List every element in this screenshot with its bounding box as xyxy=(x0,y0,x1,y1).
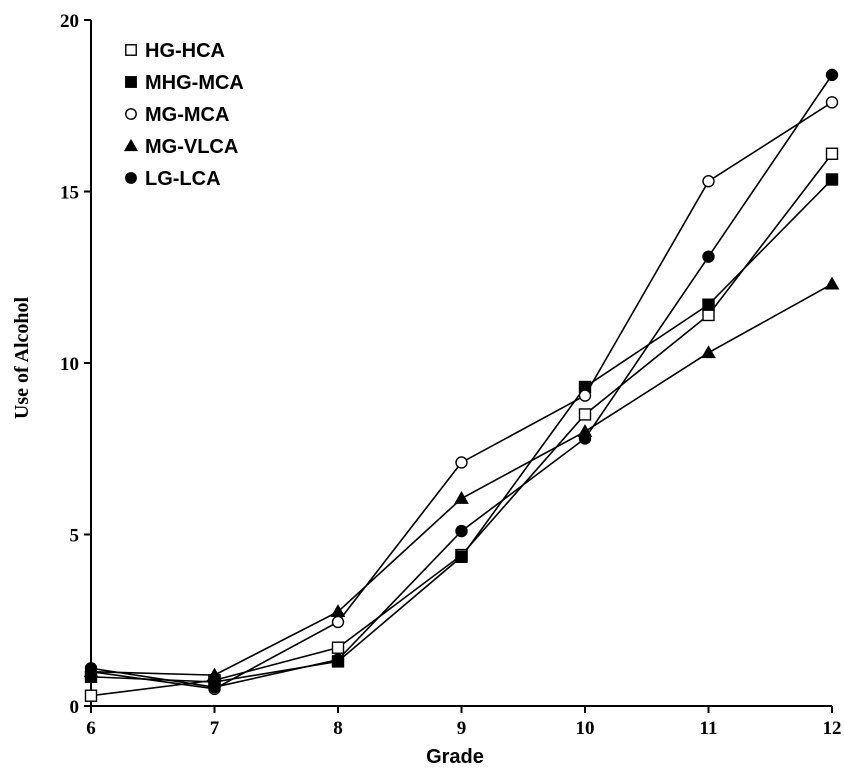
point-mhg-mca xyxy=(455,550,468,563)
legend-marker-mg-vlca xyxy=(123,138,139,152)
legend-label-mg-vlca: MG-VLCA xyxy=(145,136,238,158)
point-hg-hca xyxy=(825,147,839,160)
x-tick-label: 10 xyxy=(576,718,595,739)
y-tick-label: 10 xyxy=(60,354,79,375)
point-mg-vlca xyxy=(330,604,346,618)
ticks: 6 7 8 9 10 11 12 0 5 10 15 20 xyxy=(60,11,842,739)
point-hg-hca xyxy=(84,689,98,702)
series-line-mg-mca xyxy=(90,101,833,690)
point-mg-vlca xyxy=(824,276,840,290)
y-tick-label: 5 xyxy=(70,526,80,547)
x-tick-label: 6 xyxy=(86,718,96,739)
series-line-mg-vlca xyxy=(90,283,833,676)
point-hg-hca xyxy=(331,641,345,654)
point-lg-lca xyxy=(578,432,592,445)
series-line-mhg-mca xyxy=(90,178,833,683)
legend-label-mg-mca: MG-MCA xyxy=(145,104,229,126)
legend-marker-hg-hca xyxy=(125,44,137,56)
point-hg-hca xyxy=(702,308,715,322)
y-tick-label: 20 xyxy=(60,11,79,32)
series-line-hg-hca xyxy=(90,153,833,697)
point-mg-mca xyxy=(455,456,468,469)
legend-label-hg-hca: HG-HCA xyxy=(145,40,225,62)
x-tick-label: 7 xyxy=(210,718,220,739)
point-mg-vlca xyxy=(701,345,716,359)
point-mg-mca xyxy=(825,96,839,109)
x-tick-label: 12 xyxy=(823,718,842,739)
point-mg-vlca xyxy=(207,667,222,681)
point-lg-lca xyxy=(331,653,345,666)
point-mg-mca xyxy=(702,175,715,188)
point-mg-mca xyxy=(331,615,345,629)
point-mhg-mca xyxy=(702,298,715,311)
y-axis-title: Use of Alcohol xyxy=(11,296,33,419)
x-tick-label: 11 xyxy=(700,718,718,739)
legend-label-mhg-mca: MHG-MCA xyxy=(145,72,244,94)
point-lg-lca xyxy=(825,68,839,82)
point-mg-vlca xyxy=(454,490,469,504)
point-mhg-mca xyxy=(825,173,839,186)
point-lg-lca xyxy=(208,680,221,694)
legend-marker-lg-lca xyxy=(125,172,137,184)
x-axis-title: Grade xyxy=(426,746,484,768)
y-tick-label: 15 xyxy=(60,183,79,204)
point-lg-lca xyxy=(455,524,468,538)
legend-label-lg-lca: LG-LCA xyxy=(145,168,221,190)
series-markers xyxy=(83,68,840,702)
y-tick-label: 0 xyxy=(70,697,80,718)
legend: HG-HCA MHG-MCA MG-MCA MG-VLCA LG-LCA xyxy=(123,40,244,190)
point-lg-lca xyxy=(84,662,98,675)
point-lg-lca xyxy=(702,250,715,263)
point-hg-hca xyxy=(578,408,592,421)
legend-marker-mg-mca xyxy=(125,108,137,120)
point-mg-mca xyxy=(578,389,592,402)
x-tick-label: 8 xyxy=(333,718,343,739)
series-line-lg-lca xyxy=(90,74,833,688)
legend-marker-mhg-mca xyxy=(125,76,137,88)
x-tick-label: 9 xyxy=(457,718,467,739)
